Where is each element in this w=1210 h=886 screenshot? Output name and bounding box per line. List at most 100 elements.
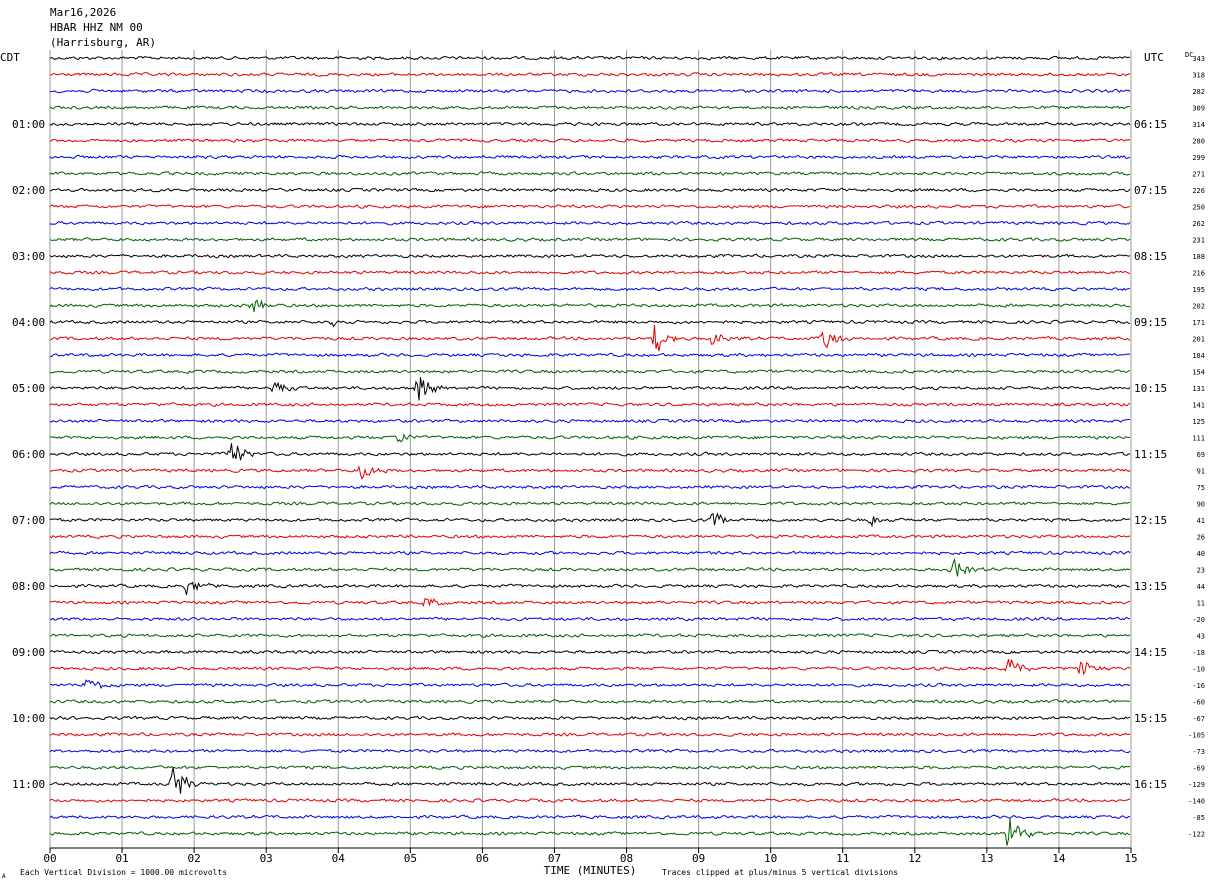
x-tick-label: 03 <box>260 852 273 865</box>
trace-line <box>49 818 1131 846</box>
corner-mark: A <box>2 873 6 880</box>
trace-line <box>49 597 1131 607</box>
trace-line <box>49 325 1131 352</box>
location-label: (Harrisburg, AR) <box>50 36 156 49</box>
left-hour-label: 04:00 <box>12 316 45 329</box>
right-hour-label: 16:15 <box>1134 778 1167 791</box>
x-tick-label: 07 <box>548 852 561 865</box>
dc-offset-label: 141 <box>1192 402 1205 410</box>
trace-line <box>49 767 1131 794</box>
trace-line <box>49 377 1131 401</box>
trace-line <box>49 633 1131 638</box>
x-tick-label: 01 <box>115 852 128 865</box>
left-hour-label: 07:00 <box>12 514 45 527</box>
trace-line <box>49 581 1131 596</box>
dc-offset-label: 41 <box>1197 517 1205 525</box>
dc-offset-label: 184 <box>1192 352 1205 360</box>
dc-offset-label: 216 <box>1192 270 1205 278</box>
trace-line <box>49 55 1131 61</box>
trace-line <box>49 237 1131 242</box>
trace-line <box>49 814 1131 820</box>
dc-offset-label: 318 <box>1192 72 1205 80</box>
right-hour-label: 08:15 <box>1134 250 1167 263</box>
right-hour-label: 06:15 <box>1134 118 1167 131</box>
trace-line <box>49 88 1131 94</box>
x-tick-label: 09 <box>692 852 705 865</box>
dc-offset-label: 154 <box>1192 369 1205 377</box>
trace-line <box>49 557 1131 577</box>
right-hour-label: 13:15 <box>1134 580 1167 593</box>
dc-offset-label: -10 <box>1192 666 1205 674</box>
dc-offset-label: 262 <box>1192 220 1205 228</box>
dc-offset-label: -20 <box>1192 616 1205 624</box>
date-label: Mar16,2026 <box>50 6 116 19</box>
trace-line <box>49 352 1131 358</box>
dc-offset-label: 188 <box>1192 253 1205 261</box>
right-hour-label: 12:15 <box>1134 514 1167 527</box>
trace-line <box>49 286 1131 292</box>
trace-line <box>49 270 1131 275</box>
scale-note: Each Vertical Division = 1000.00 microvo… <box>20 868 227 877</box>
dc-offset-label: -69 <box>1192 765 1205 773</box>
dc-offset-label: -85 <box>1192 814 1205 822</box>
right-hour-label: 09:15 <box>1134 316 1167 329</box>
dc-offset-labels: 343 318 282 309 314 280 299 271 226 250 262 231 188 2… <box>1188 55 1205 839</box>
x-tick-label: 00 <box>43 852 56 865</box>
trace-line <box>49 699 1131 704</box>
trace-line <box>49 748 1131 754</box>
dc-offset-label: 40 <box>1197 550 1205 558</box>
trace-line <box>49 550 1131 556</box>
dc-offset-label: 195 <box>1192 286 1205 294</box>
left-hour-label: 01:00 <box>12 118 45 131</box>
trace-line <box>49 187 1131 193</box>
x-tick-label: 02 <box>188 852 201 865</box>
dc-header-label: DC <box>1185 51 1193 59</box>
dc-offset-label: -16 <box>1192 682 1205 690</box>
trace-line <box>49 798 1131 803</box>
dc-offset-label: -73 <box>1192 748 1205 756</box>
dc-offset-label: -60 <box>1192 699 1205 707</box>
x-tick-label: 15 <box>1124 852 1137 865</box>
dc-offset-label: 171 <box>1192 319 1205 327</box>
dc-offset-label: -122 <box>1188 831 1205 839</box>
trace-line <box>49 319 1131 328</box>
trace-line <box>49 418 1130 424</box>
x-tick-label: 14 <box>1052 852 1066 865</box>
x-axis-ticks: 00 01 02 03 04 05 06 07 08 09 10 11 12 13 14 15 <box>43 848 1138 865</box>
trace-line <box>49 501 1130 506</box>
right-timezone-label: UTC <box>1144 51 1164 64</box>
trace-line <box>49 121 1131 127</box>
trace-line <box>49 138 1131 143</box>
dc-offset-label: 226 <box>1192 187 1205 195</box>
trace-line <box>49 171 1131 176</box>
trace-line <box>49 534 1131 539</box>
trace-line <box>49 465 1131 480</box>
dc-offset-label: 69 <box>1197 451 1205 459</box>
dc-offset-label: -18 <box>1192 649 1205 657</box>
dc-offset-label: 343 <box>1192 55 1205 63</box>
left-hour-label: 11:00 <box>12 778 45 791</box>
dc-offset-label: 44 <box>1197 583 1205 591</box>
dc-offset-label: 271 <box>1192 171 1205 179</box>
dc-offset-label: 91 <box>1197 468 1205 476</box>
dc-offset-label: -67 <box>1192 715 1205 723</box>
trace-line <box>49 616 1131 622</box>
x-tick-label: 11 <box>836 852 849 865</box>
trace-line <box>49 443 1131 461</box>
x-tick-label: 08 <box>620 852 633 865</box>
left-hour-labels: 01:00 02:00 03:00 04:00 05:00 06:00 07:00 08:00… <box>12 118 45 791</box>
x-tick-label: 06 <box>476 852 489 865</box>
dc-offset-label: 125 <box>1192 418 1205 426</box>
right-hour-label: 15:15 <box>1134 712 1167 725</box>
x-tick-label: 12 <box>908 852 921 865</box>
left-hour-label: 08:00 <box>12 580 45 593</box>
trace-line <box>49 659 1131 676</box>
right-hour-label: 10:15 <box>1134 382 1167 395</box>
trace-line <box>49 512 1131 528</box>
trace-line <box>49 299 1131 312</box>
dc-offset-label: 11 <box>1197 600 1205 608</box>
dc-offset-label: 23 <box>1197 567 1205 575</box>
dc-offset-label: 280 <box>1192 138 1205 146</box>
trace-line <box>49 649 1131 655</box>
